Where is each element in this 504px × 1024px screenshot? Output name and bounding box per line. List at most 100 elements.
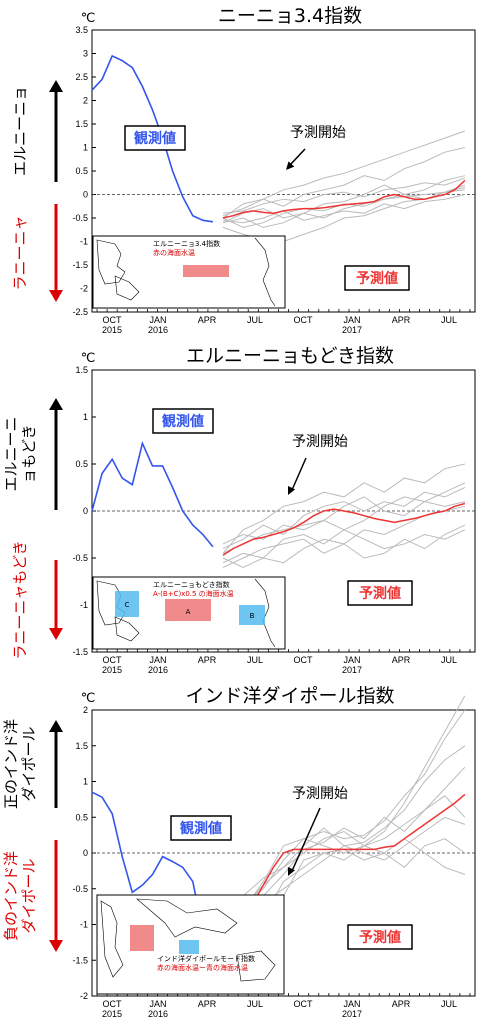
x-tick-label: JAN: [343, 655, 360, 665]
negative-arrow-head: [49, 290, 63, 302]
forecast-start-arrow: [291, 457, 307, 491]
negative-side-label: 負のインド洋ダイポール: [2, 851, 38, 941]
ensemble-member-line: [222, 496, 466, 554]
x-tick-label: JUL: [247, 315, 263, 325]
forecast-start-label: 予測開始: [292, 434, 348, 450]
x-tick-label: JAN: [343, 315, 360, 325]
forecast-label: 予測値: [359, 929, 401, 946]
y-tick-label: 2: [83, 705, 88, 715]
y-tick-label: -2: [80, 284, 88, 294]
nino34-region: [183, 265, 229, 277]
inset-title: インド洋ダイポールモード指数: [157, 954, 255, 963]
x-tick-label: JUL: [441, 999, 457, 1009]
ensemble-member-line: [222, 194, 466, 224]
region-b-label: B: [250, 612, 255, 620]
observed-label: 観測値: [162, 413, 204, 430]
y-tick-label: 1: [83, 412, 88, 422]
y-tick-label: -1.5: [72, 260, 88, 270]
chart-panel-3: インド洋ダイポール指数℃21.510.50-0.5-1-1.5-2OCT2015…: [2, 685, 476, 1019]
west-region: [130, 925, 154, 951]
y-tick-label: 1.5: [75, 365, 88, 375]
forecast-start-arrowhead: [287, 867, 295, 876]
y-tick-label: -1: [80, 920, 88, 930]
inset-subtitle: 赤の海面水温ー青の海面水温: [157, 963, 248, 972]
positive-side-label-line: ダイポール: [20, 726, 38, 801]
observed-label-box: [170, 815, 232, 841]
forecast-start-label: 予測開始: [292, 786, 348, 802]
region-a-label: A: [186, 608, 191, 616]
chart-panel-1: ニーニョ3.4指数 ℃3.5 3 2.5 2 1.5 1 0.5 0 -0.5 -1 -1.5 -2 -2…: [11, 5, 476, 335]
ensemble-member-line: [222, 189, 465, 228]
land-outline: [100, 900, 124, 978]
positive-side-label-line: ョもどき: [20, 424, 38, 483]
x-tick-year: 2017: [342, 1009, 362, 1019]
y-tick-label: 0.5: [75, 459, 88, 469]
forecast-start-label: 予測開始: [290, 125, 346, 141]
forecast-mean-line: [222, 502, 466, 556]
x-tick-label: OCT: [294, 315, 314, 325]
forecast-start-arrowhead: [286, 161, 295, 170]
x-tick-label: APR: [198, 655, 217, 665]
ensemble-member-line: [222, 487, 466, 550]
x-tick-year: 2016: [148, 1009, 168, 1019]
land-outline: [114, 616, 140, 642]
positive-arrow-head: [49, 398, 63, 410]
x-tick-label: OCT: [294, 999, 314, 1009]
forecast-mean-line: [222, 179, 466, 219]
y-tick-label: -1: [80, 237, 88, 247]
y-tick-label: 0: [83, 848, 88, 858]
land-outline: [254, 578, 276, 648]
land-outline: [96, 239, 126, 285]
x-tick-label: JAN: [343, 999, 360, 1009]
observed-label-box: [124, 125, 186, 151]
x-tick-label: JAN: [149, 655, 166, 665]
y-tick-label: -1.5: [72, 955, 88, 965]
y-tick-label: 1: [83, 777, 88, 787]
negative-side-label-line: ダイポール: [20, 858, 38, 933]
chart-panel-2: エルニーニョもどき指数℃1.510.50-0.5-1-1.5OCT2015JAN…: [2, 345, 476, 675]
y-tick-label: 1: [83, 143, 88, 153]
positive-arrow-head: [49, 80, 63, 92]
x-tick-year: 2017: [342, 665, 362, 675]
ensemble-member-line: [222, 177, 466, 214]
ensemble-member-line: [222, 130, 466, 217]
negative-arrow-head: [49, 628, 63, 640]
observed-line: [91, 791, 214, 935]
land-outline: [236, 950, 276, 982]
unit-label: ℃: [81, 10, 96, 25]
chart-title: ニーニョ3.4指数: [218, 5, 362, 27]
x-tick-year: 2016: [148, 665, 168, 675]
x-tick-label: JUL: [441, 655, 457, 665]
negative-side-label: ラニーニャもどき: [11, 540, 29, 659]
land-outline: [136, 898, 238, 938]
forecast-start-arrow: [289, 148, 306, 166]
forecast-label-box: [347, 580, 413, 606]
y-tick-label: -1.5: [72, 647, 88, 657]
y-tick-label: -2: [80, 991, 88, 1001]
observed-line: [91, 54, 214, 223]
positive-side-label-line: 正のインド洋: [2, 719, 20, 809]
y-tick-label: 2: [83, 96, 88, 106]
chart-title: インド洋ダイポール指数: [185, 685, 394, 707]
x-tick-label: OCT: [103, 655, 123, 665]
region-a: [165, 599, 211, 621]
forecast-start-arrow: [291, 807, 321, 872]
region-c: [115, 591, 139, 617]
ensemble-member-line: [222, 709, 466, 918]
observed-label-box: [152, 408, 214, 434]
y-tick-label: 0.5: [75, 812, 88, 822]
y-tick-label: -0.5: [72, 213, 88, 223]
inset-subtitle: 赤の海面水温: [153, 248, 195, 257]
y-tick-label: -0.5: [72, 553, 88, 563]
x-tick-label: APR: [198, 999, 217, 1009]
land-outline: [114, 275, 140, 301]
x-tick-label: APR: [392, 315, 411, 325]
ensemble-member-line: [222, 745, 466, 915]
x-tick-label: APR: [198, 315, 217, 325]
x-tick-label: APR: [392, 999, 411, 1009]
negative-side-label-line: 負のインド洋: [2, 851, 20, 941]
